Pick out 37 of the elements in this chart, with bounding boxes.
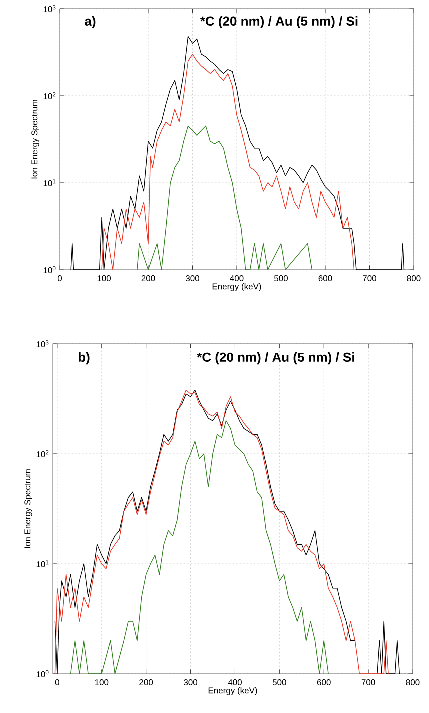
y-axis-title: Ion Energy Spectrum [32, 100, 40, 179]
x-tick-label: 400 [228, 680, 242, 686]
x-tick-label: 500 [272, 680, 286, 686]
x-tick-label: 0 [58, 276, 62, 282]
y-tick-label: 10$^{1}$ [44, 180, 56, 186]
x-tick-label: 100 [95, 680, 109, 686]
x-tick-label: 300 [186, 276, 200, 282]
y-tick-label: 10$^{0}$ [44, 266, 56, 274]
x-tick-label: 0 [55, 680, 60, 686]
x-tick-label: 200 [140, 680, 154, 686]
x-tick-label: 700 [363, 276, 376, 282]
line-series [102, 54, 355, 270]
text: *C (20 nm) / Au (5 nm) / Si [200, 16, 358, 29]
x-tick-label: 600 [318, 276, 332, 282]
y-tick-label: 10$^{3}$ [36, 340, 49, 348]
y-tick-label: 10$^{2}$ [36, 450, 49, 458]
x-tick-label: 400 [230, 276, 244, 282]
x-tick-label: 700 [362, 680, 376, 686]
x-axis-title: Energy (keV) [212, 283, 262, 292]
x-tick-label: 600 [317, 680, 331, 686]
x-tick-label: 500 [274, 276, 288, 282]
annotation: a) [85, 16, 96, 29]
x-axis-title: Energy (keV) [208, 687, 258, 696]
line-series [137, 126, 313, 270]
y-tick-label: 10$^{2}$ [44, 92, 56, 100]
annotation: b) [78, 352, 90, 365]
y-tick-label: 10$^{3}$ [44, 5, 56, 13]
x-tick-label: 300 [184, 680, 198, 686]
text: *C (20 nm) / Au (5 nm) / Si [197, 352, 354, 365]
y-axis-title: Ion Energy Spectrum [24, 470, 32, 548]
line-series [70, 420, 329, 674]
x-tick-label: 800 [407, 276, 421, 282]
x-tick-label: 800 [406, 680, 420, 686]
x-tick-label: 100 [98, 276, 111, 282]
x-tick-label: 200 [142, 276, 156, 282]
y-tick-label: 10$^{1}$ [36, 560, 49, 568]
y-tick-label: 10$^{0}$ [36, 670, 49, 678]
